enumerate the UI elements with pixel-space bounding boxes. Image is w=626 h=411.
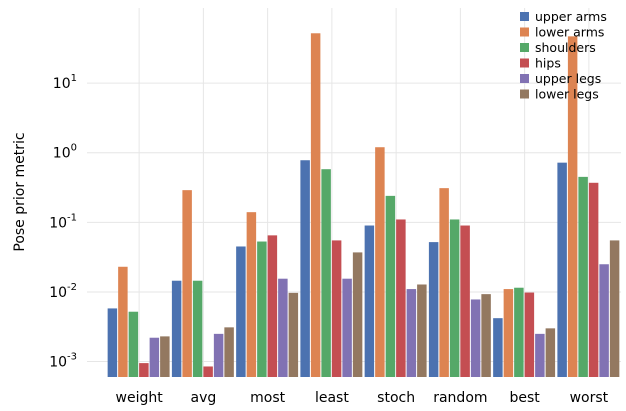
bar-hips-best <box>524 292 535 377</box>
bar-hips-random <box>460 225 470 377</box>
legend-label-lower-arms: lower arms <box>535 25 604 40</box>
x-tick-label-least: least <box>315 390 349 406</box>
bar-upper-legs-weight <box>149 337 160 377</box>
bar-shoulders-worst <box>578 176 588 377</box>
legend-swatch-upper-arms <box>520 12 529 21</box>
legend-label-hips: hips <box>535 56 561 71</box>
bar-upper-arms-most <box>236 246 246 377</box>
bar-lower-legs-stoch <box>417 284 427 377</box>
bar-upper-legs-random <box>470 299 481 377</box>
bar-lower-arms-stoch <box>375 147 385 377</box>
bar-hips-avg <box>203 366 213 377</box>
bar-shoulders-stoch <box>385 195 396 377</box>
bar-lower-arms-best <box>503 289 514 377</box>
legend-swatch-upper-legs <box>520 74 529 83</box>
bar-upper-arms-weight <box>107 308 118 377</box>
bar-upper-legs-best <box>535 333 545 377</box>
bar-lower-legs-best <box>545 328 556 377</box>
bar-upper-arms-least <box>300 160 310 377</box>
legend-label-upper-arms: upper arms <box>535 9 607 24</box>
bar-upper-arms-best <box>493 318 503 377</box>
legend-label-shoulders: shoulders <box>535 40 596 55</box>
bar-hips-most <box>267 235 278 377</box>
bar-lower-arms-most <box>246 212 257 377</box>
y-tick-labels: 10-3 10-2 10-1 100 101 <box>49 73 77 370</box>
bar-upper-legs-most <box>278 278 288 377</box>
bar-upper-legs-stoch <box>406 289 417 377</box>
bar-shoulders-best <box>514 287 524 377</box>
bar-upper-legs-avg <box>213 333 224 377</box>
bar-hips-least <box>331 240 342 377</box>
bar-shoulders-random <box>449 219 460 377</box>
y-tick-label: 101 <box>53 73 77 92</box>
bar-lower-legs-least <box>352 252 363 377</box>
bar-upper-arms-stoch <box>364 225 375 377</box>
x-tick-label-random: random <box>433 390 487 406</box>
bar-lower-arms-random <box>439 188 449 377</box>
y-tick-label: 100 <box>53 143 77 162</box>
bar-shoulders-avg <box>192 280 203 377</box>
x-tick-labels: weight avg most least stoch random best worst <box>116 390 609 406</box>
legend-swatch-hips <box>520 58 529 68</box>
bar-upper-arms-worst <box>557 162 567 377</box>
bar-lower-legs-most <box>288 292 299 377</box>
y-axis-label: Pose prior metric <box>12 132 28 251</box>
x-tick-label-best: best <box>509 390 540 406</box>
y-tick-label: 10-2 <box>49 282 77 301</box>
bars <box>107 33 620 378</box>
bar-upper-legs-worst <box>599 264 609 377</box>
x-tick-label-stoch: stoch <box>377 390 415 406</box>
bar-lower-legs-weight <box>160 336 170 377</box>
bar-lower-legs-avg <box>224 327 234 377</box>
y-tick-label: 10-1 <box>49 212 77 231</box>
bar-shoulders-weight <box>128 311 139 377</box>
bar-lower-arms-least <box>310 33 321 377</box>
legend-swatch-shoulders <box>520 43 529 52</box>
bar-shoulders-least <box>321 169 331 377</box>
bar-shoulders-most <box>257 241 267 377</box>
bar-lower-legs-worst <box>609 240 620 377</box>
x-tick-label-most: most <box>250 390 285 406</box>
legend-label-upper-legs: upper legs <box>535 71 601 86</box>
x-tick-label-avg: avg <box>190 390 216 406</box>
x-tick-label-weight: weight <box>116 390 164 406</box>
bar-upper-legs-least <box>342 278 352 377</box>
bar-hips-weight <box>139 363 149 377</box>
legend-label-lower-legs: lower legs <box>535 87 599 102</box>
bar-upper-arms-avg <box>171 280 182 377</box>
legend-swatch-lower-arms <box>520 27 529 37</box>
x-tick-label-worst: worst <box>570 390 609 406</box>
bar-lower-arms-avg <box>182 190 192 377</box>
y-tick-label: 10-3 <box>49 352 77 371</box>
bar-lower-arms-weight <box>118 266 128 377</box>
bar-upper-arms-random <box>428 242 439 377</box>
bar-lower-arms-worst <box>567 36 578 378</box>
bar-hips-worst <box>588 182 599 377</box>
bar-lower-legs-random <box>481 294 491 377</box>
legend-swatch-lower-legs <box>520 89 529 99</box>
bar-hips-stoch <box>396 219 406 377</box>
